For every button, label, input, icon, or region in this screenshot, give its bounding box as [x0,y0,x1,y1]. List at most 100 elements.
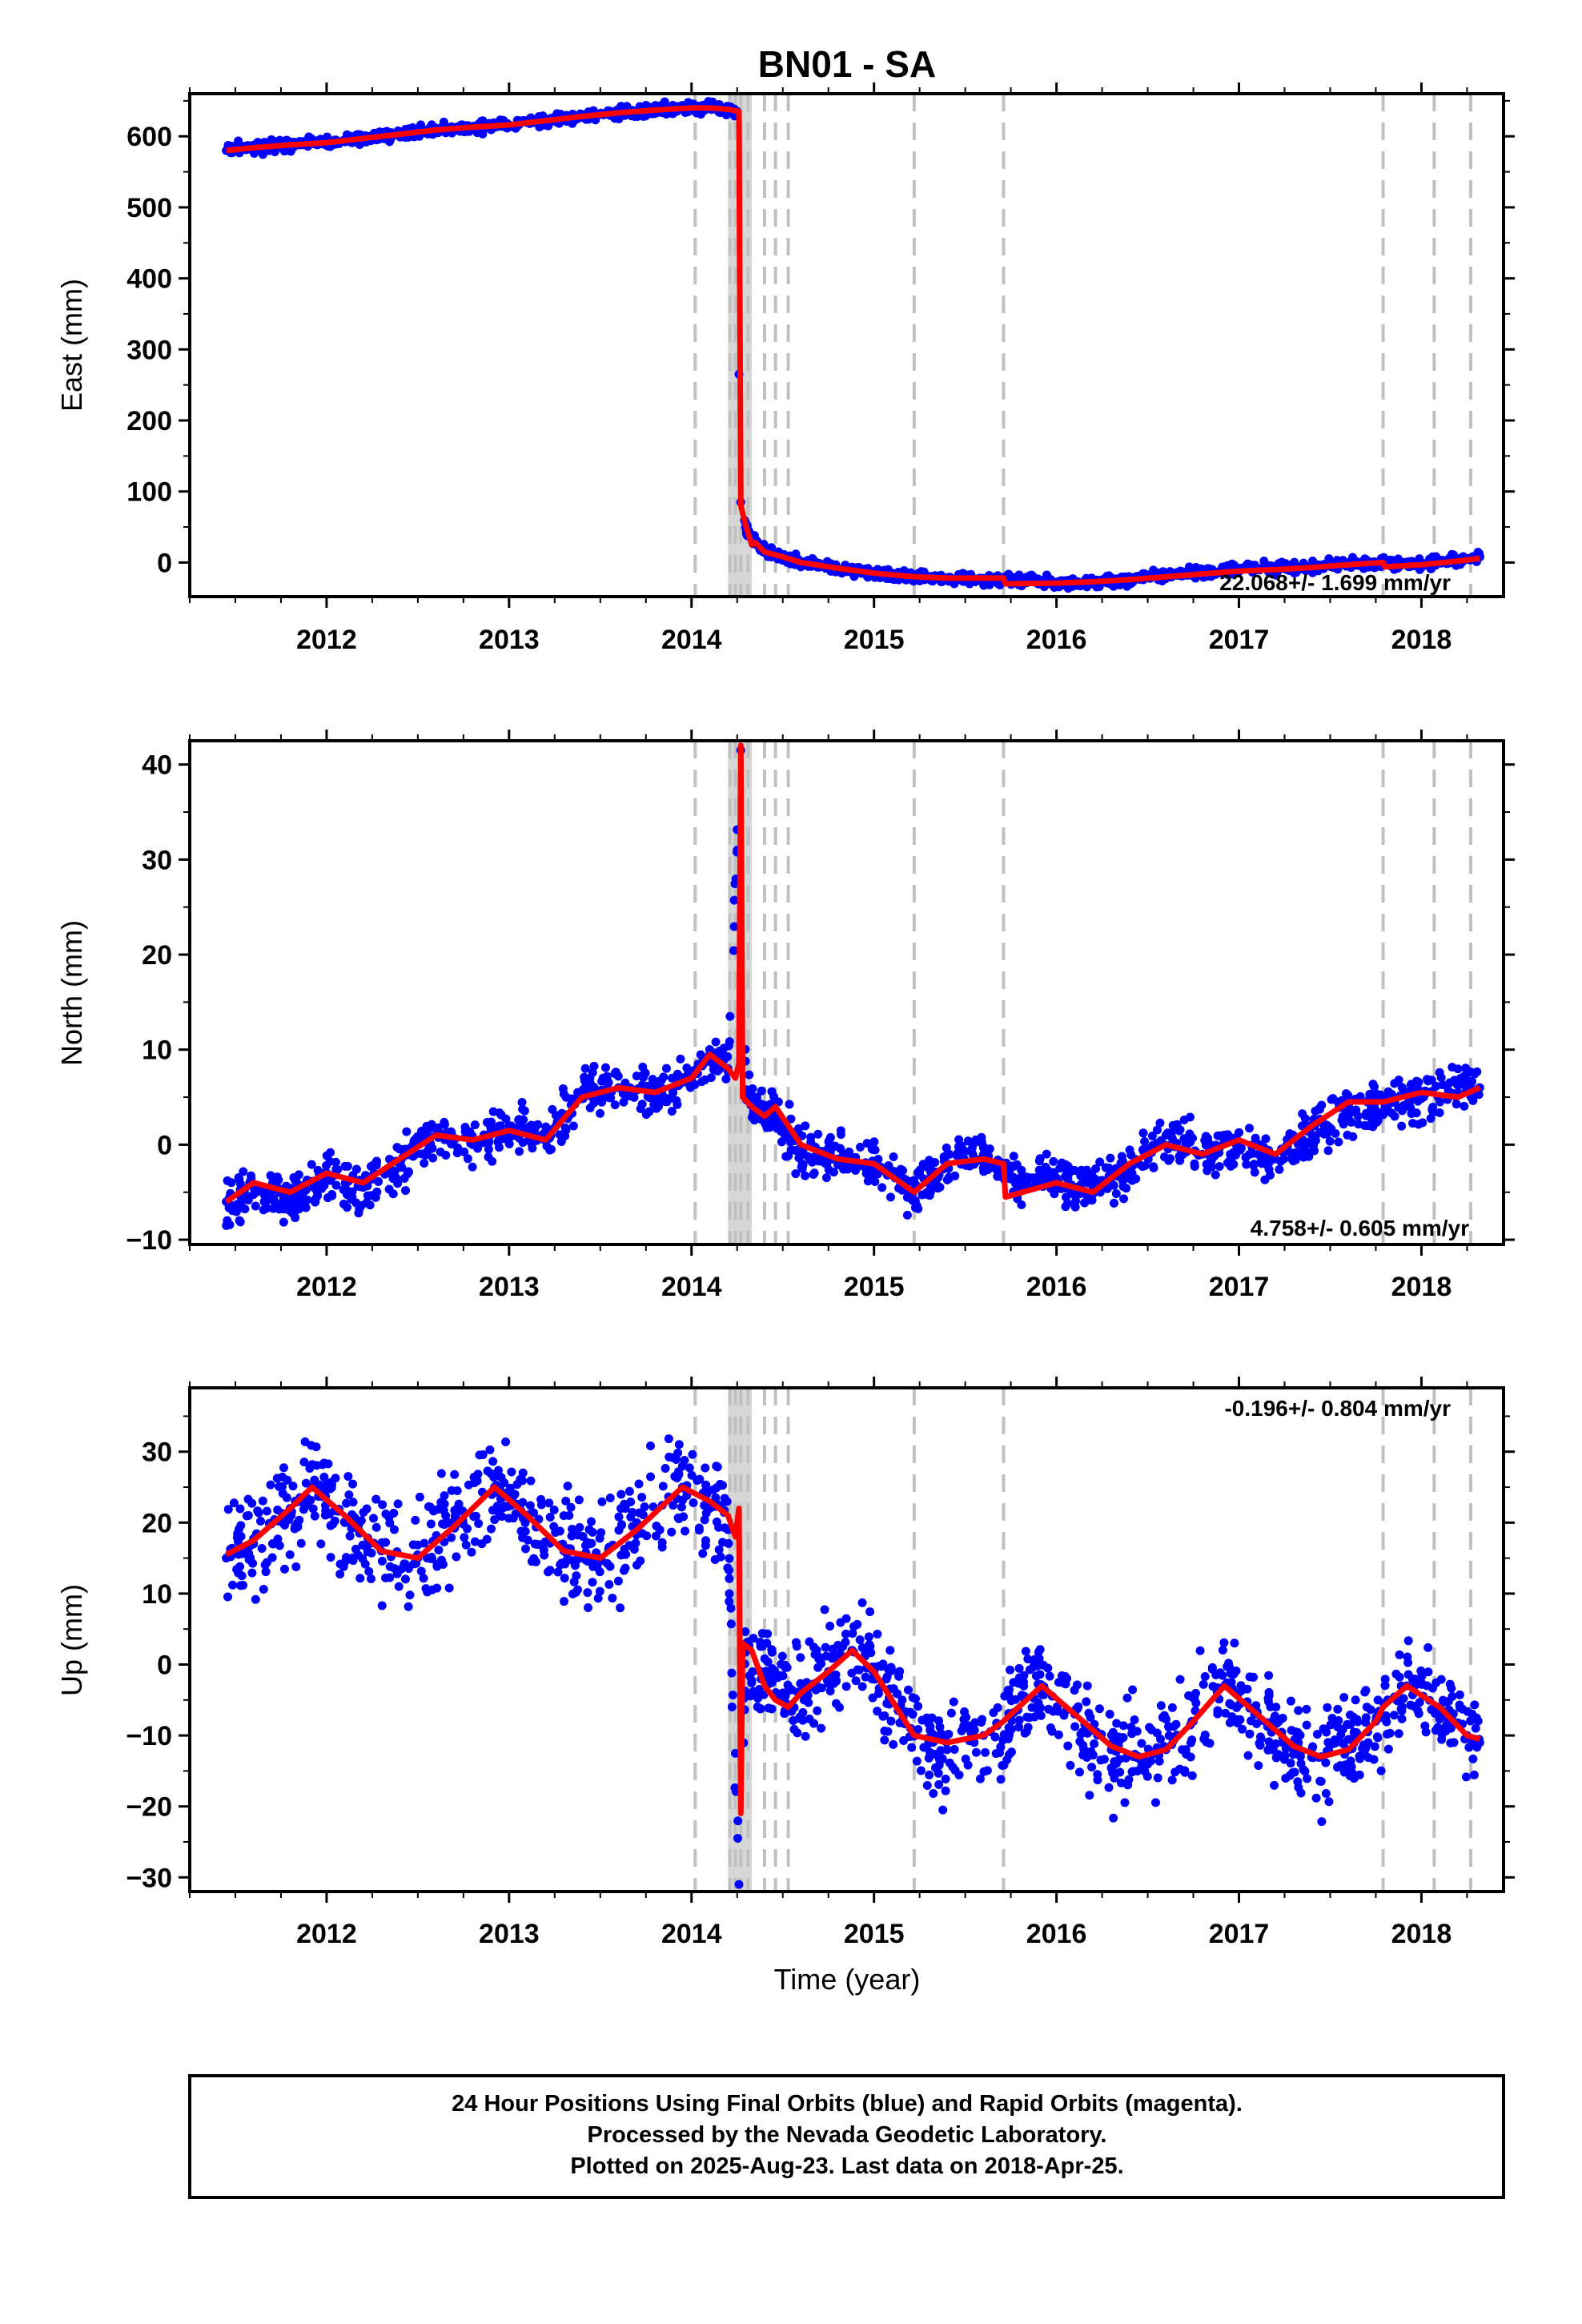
data-point [263,1204,272,1213]
data-point [975,1774,985,1783]
data-point [583,1588,592,1598]
data-point [851,1676,861,1686]
data-point [959,1721,969,1731]
data-point [1120,1798,1130,1807]
data-point [408,1540,418,1550]
data-point [1162,1715,1171,1724]
data-point [700,1515,709,1525]
data-point [589,1061,599,1071]
data-point [283,1475,292,1485]
model-fit-line [226,105,1480,587]
data-point [285,1550,295,1559]
data-point [810,1650,820,1659]
data-point [347,1187,357,1196]
data-point [1368,1080,1378,1089]
data-point [652,1531,661,1541]
data-point [452,1486,462,1496]
y-tick-label: 20 [142,1508,172,1538]
data-point [434,1545,444,1554]
data-point [1245,1729,1255,1739]
data-point [1142,1757,1152,1767]
y-axis-label-up: Up (mm) [55,1584,88,1696]
data-point [809,1168,819,1178]
data-point [1472,1743,1482,1752]
data-point [798,1715,808,1725]
data-point [1456,1080,1465,1089]
data-point [902,1210,912,1220]
data-point [393,1179,403,1188]
data-point [1215,1162,1224,1172]
data-point [757,1629,767,1638]
y-axis-ticks-east: 0 100 200 300 400 500 600 [126,99,1515,578]
data-point [1303,1774,1312,1783]
data-point [1274,1750,1283,1759]
data-point [725,1589,734,1598]
data-point [1164,1156,1174,1165]
data-point [698,1549,708,1558]
data-point [1311,1793,1321,1803]
data-point [493,1466,503,1475]
data-point [697,110,706,119]
data-point [646,1472,656,1482]
data-point [831,1670,841,1679]
data-point [1235,1715,1245,1724]
data-point [326,1553,335,1562]
data-point [227,1178,236,1188]
data-point [1455,1700,1464,1710]
data-point [1138,1128,1148,1138]
data-point [679,1512,689,1522]
data-point [1423,1076,1433,1086]
data-point [1403,1658,1413,1667]
data-point [817,1723,826,1733]
data-point [1259,556,1269,565]
data-point [1275,1164,1284,1174]
data-point [1383,1744,1393,1754]
x-tick-label: 2013 [479,625,540,655]
data-point [616,1520,626,1530]
data-point [1376,1766,1386,1775]
data-point [1124,1775,1134,1784]
data-point [460,1123,470,1132]
data-point [351,1544,360,1554]
data-point [667,1107,677,1116]
data-point [725,1597,734,1606]
y-tick-label: 500 [126,193,172,223]
data-point [624,1541,634,1550]
data-point [1466,1068,1476,1077]
data-point [865,1607,875,1617]
data-point [797,1164,807,1173]
data-point [1025,1665,1034,1675]
data-point [1156,1701,1166,1711]
data-point [518,1104,528,1114]
data-point [1327,1124,1336,1134]
data-point [681,1526,690,1536]
data-point [235,1504,245,1514]
data-point [787,1685,797,1695]
data-point [661,1463,670,1473]
data-point [556,1137,566,1147]
y-tick-label: 200 [126,406,172,436]
data-point [1351,1695,1360,1705]
data-point [279,1564,289,1574]
data-point [584,1603,593,1613]
data-point [701,1463,710,1473]
data-point [929,1788,938,1798]
data-point [1460,1101,1469,1111]
frame-east [188,92,1505,598]
data-point [747,1678,757,1687]
y-tick-label: 10 [142,1579,172,1610]
data-point [1411,1108,1421,1118]
data-point [792,1642,801,1651]
data-point [1019,1678,1029,1687]
data-point [259,1191,269,1200]
data-point [632,1072,641,1081]
data-point [714,1522,724,1532]
x-tick-label: 2015 [844,1919,905,1949]
data-point [841,1614,851,1623]
data-point [796,1653,805,1663]
y-tick-label: 300 [126,335,172,365]
data-point [1006,1665,1015,1675]
data-point [1140,1136,1150,1146]
data-point [664,1434,673,1444]
data-point [1106,1731,1116,1740]
